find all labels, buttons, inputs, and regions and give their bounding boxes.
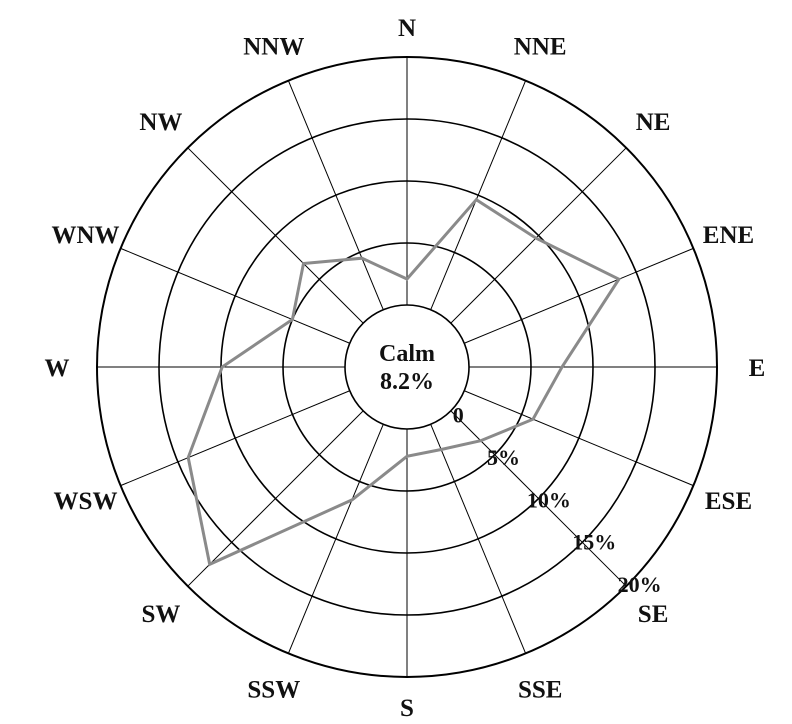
- direction-label-ne: NE: [636, 109, 671, 136]
- direction-label-nw: NW: [139, 109, 182, 136]
- ring-label-15: 15%: [572, 530, 616, 555]
- direction-label-e: E: [749, 355, 766, 382]
- direction-label-ssw: SSW: [247, 677, 300, 704]
- direction-label-se: SE: [638, 601, 669, 628]
- ring-label-0: 0: [453, 403, 464, 428]
- ring-label-20: 20%: [618, 572, 662, 597]
- ring-label-10: 10%: [527, 487, 571, 512]
- calm-value: 8.2%: [380, 369, 434, 395]
- direction-label-s: S: [400, 695, 414, 722]
- direction-label-ene: ENE: [703, 222, 754, 249]
- spoke-ene: [464, 247, 694, 344]
- spoke-nw: [187, 147, 364, 324]
- spoke-ssw: [287, 424, 384, 654]
- calm-center: Calm 8.2%: [344, 304, 470, 430]
- direction-label-nnw: NNW: [243, 34, 304, 61]
- spoke-ese: [464, 390, 694, 487]
- series-line-0: [186, 197, 622, 567]
- spoke-wsw: [120, 390, 350, 487]
- direction-label-nne: NNE: [514, 34, 567, 61]
- polar-grid: [96, 56, 718, 678]
- direction-label-sse: SSE: [518, 677, 562, 704]
- spoke-sw: [187, 410, 364, 587]
- spoke-wnw: [120, 247, 350, 344]
- ring-label-5: 5%: [487, 445, 520, 470]
- direction-label-sw: SW: [141, 601, 180, 628]
- spoke-nnw: [287, 80, 384, 310]
- spoke-nne: [430, 80, 527, 310]
- calm-label: Calm: [379, 341, 435, 367]
- direction-label-w: W: [45, 355, 70, 382]
- direction-label-n: N: [398, 15, 416, 42]
- direction-label-wnw: WNW: [51, 222, 119, 249]
- direction-label-ese: ESE: [705, 488, 752, 515]
- direction-labels: N NNE NE ENE E ESE SE SSE S SSW SW WSW W WNW NW NNW: [45, 15, 766, 722]
- ring-labels: 0 5% 10%15%20%: [453, 403, 662, 597]
- direction-label-wsw: WSW: [54, 488, 118, 515]
- series-layer: [186, 197, 622, 567]
- calm-disc: [344, 304, 470, 430]
- spoke-sse: [430, 424, 527, 654]
- spoke-ne: [450, 147, 627, 324]
